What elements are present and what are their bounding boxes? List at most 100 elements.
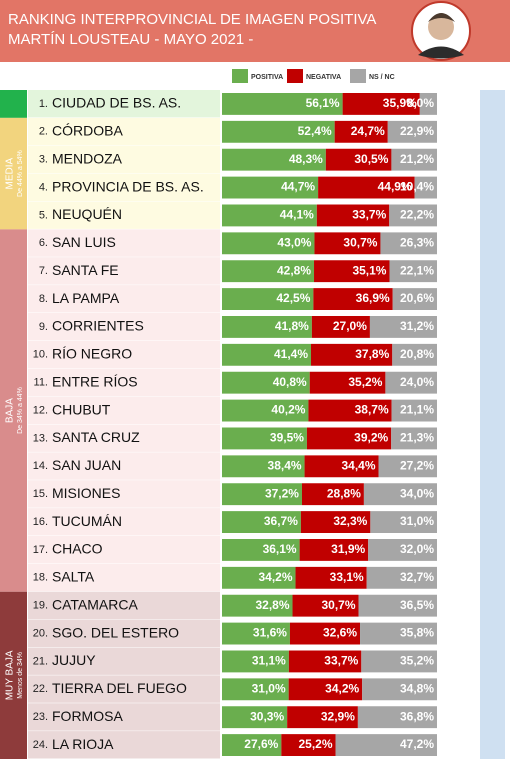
bar-segment [222,260,315,283]
value-label: 30,3% [250,709,284,723]
group-note: De 44% a 54% [17,150,24,197]
chart-title: RANKING INTERPROVINCIAL DE IMAGEN POSITI… [8,11,376,28]
row-background [28,117,220,146]
row-background [28,452,220,481]
value-label: 25,2% [298,737,332,751]
category-label: CHUBUT [52,401,111,417]
bar-segment [222,399,309,422]
row-background [28,731,220,759]
value-label: 32,9% [321,709,355,723]
value-label: 47,2% [400,737,434,751]
value-label: 31,2% [400,319,434,333]
value-label: 44,7% [281,180,315,194]
row-background [28,340,220,369]
bar-segment [334,120,388,143]
row-background [28,396,220,425]
value-label: 31,0% [400,514,434,528]
bar-segment [357,706,437,729]
category-label: LA RIOJA [52,736,114,752]
group-label: BAJA [5,398,16,423]
bar-segment [301,483,364,506]
value-label: 37,2% [265,486,299,500]
bar-segment [362,678,437,701]
row-background [28,563,220,592]
bar-segment [391,427,437,450]
category-label: TUCUMÁN [52,513,122,529]
value-label: 44,9% [378,180,412,194]
rank-label: 17. [33,544,48,556]
value-label: 37,8% [355,347,389,361]
legend-label: POSITIVA [251,74,283,81]
bar-segment [281,734,336,756]
category-label: CHACO [52,541,103,557]
bar-segment [314,232,381,255]
value-label: 52,4% [298,124,332,138]
bar-segment [299,539,369,561]
legend-swatch [287,69,303,83]
value-label: 31,9% [331,542,365,556]
group-band [0,90,27,118]
category-label: JUJUY [52,652,96,668]
bar-segment [380,232,437,255]
rank-label: 3. [39,154,48,166]
value-label: 31,1% [252,654,286,668]
bar-segment [222,650,289,673]
rank-label: 12. [33,404,48,416]
rank-label: 4. [39,181,48,193]
rank-label: 24. [33,739,48,751]
value-label: 35,8% [400,626,434,640]
row-background [28,424,220,453]
row-background [28,508,220,536]
value-label: 24,7% [351,124,385,138]
value-label: 32,3% [333,514,367,528]
bar-segment [325,148,392,171]
value-label: 24,0% [400,375,434,389]
category-label: NEUQUÉN [52,206,122,222]
rank-label: 6. [39,237,48,249]
bar-segment [316,204,390,227]
value-label: 10,4% [400,180,434,194]
bar-segment [222,176,319,199]
value-label: 41,4% [274,347,308,361]
rank-label: 18. [33,572,48,584]
value-label: 30,7% [321,598,355,612]
category-label: CATAMARCA [52,596,138,612]
row-background [28,675,220,704]
rank-label: 11. [34,377,48,389]
bar-segment [369,316,437,338]
value-label: 28,8% [327,486,361,500]
bar-segment [414,176,437,199]
bar-segment [368,539,437,561]
group-note: Menos de 34% [17,652,24,699]
bar-segment [389,204,437,227]
row-background [28,257,220,286]
bar-segment [222,232,315,255]
value-label: 22,1% [400,263,434,277]
value-label: 27,0% [333,319,367,333]
category-label: SAN LUIS [52,234,116,250]
bar-segment [222,148,326,171]
category-label: CORRIENTES [52,318,144,334]
bar-segment [385,371,437,394]
value-label: 39,5% [270,431,304,445]
bar-segment [222,566,296,589]
side-column [480,90,505,759]
row-background [28,229,220,258]
group-band [0,117,27,230]
value-label: 39,2% [354,431,388,445]
bar-segment [289,622,361,645]
value-label: 35,2% [400,654,434,668]
bar-segment [222,511,301,533]
row-background [28,173,220,202]
value-label: 33,7% [324,654,358,668]
value-label: 20,6% [400,291,434,305]
bar-segment [222,622,290,645]
bar-segment [360,622,437,645]
value-label: 42,8% [277,263,311,277]
group-label: MUY BAJA [5,650,16,700]
bar-segment [222,288,314,310]
bar-segment [361,650,437,673]
category-label: LA PAMPA [52,290,120,306]
value-label: 56,1% [306,96,340,110]
value-label: 30,5% [354,152,388,166]
